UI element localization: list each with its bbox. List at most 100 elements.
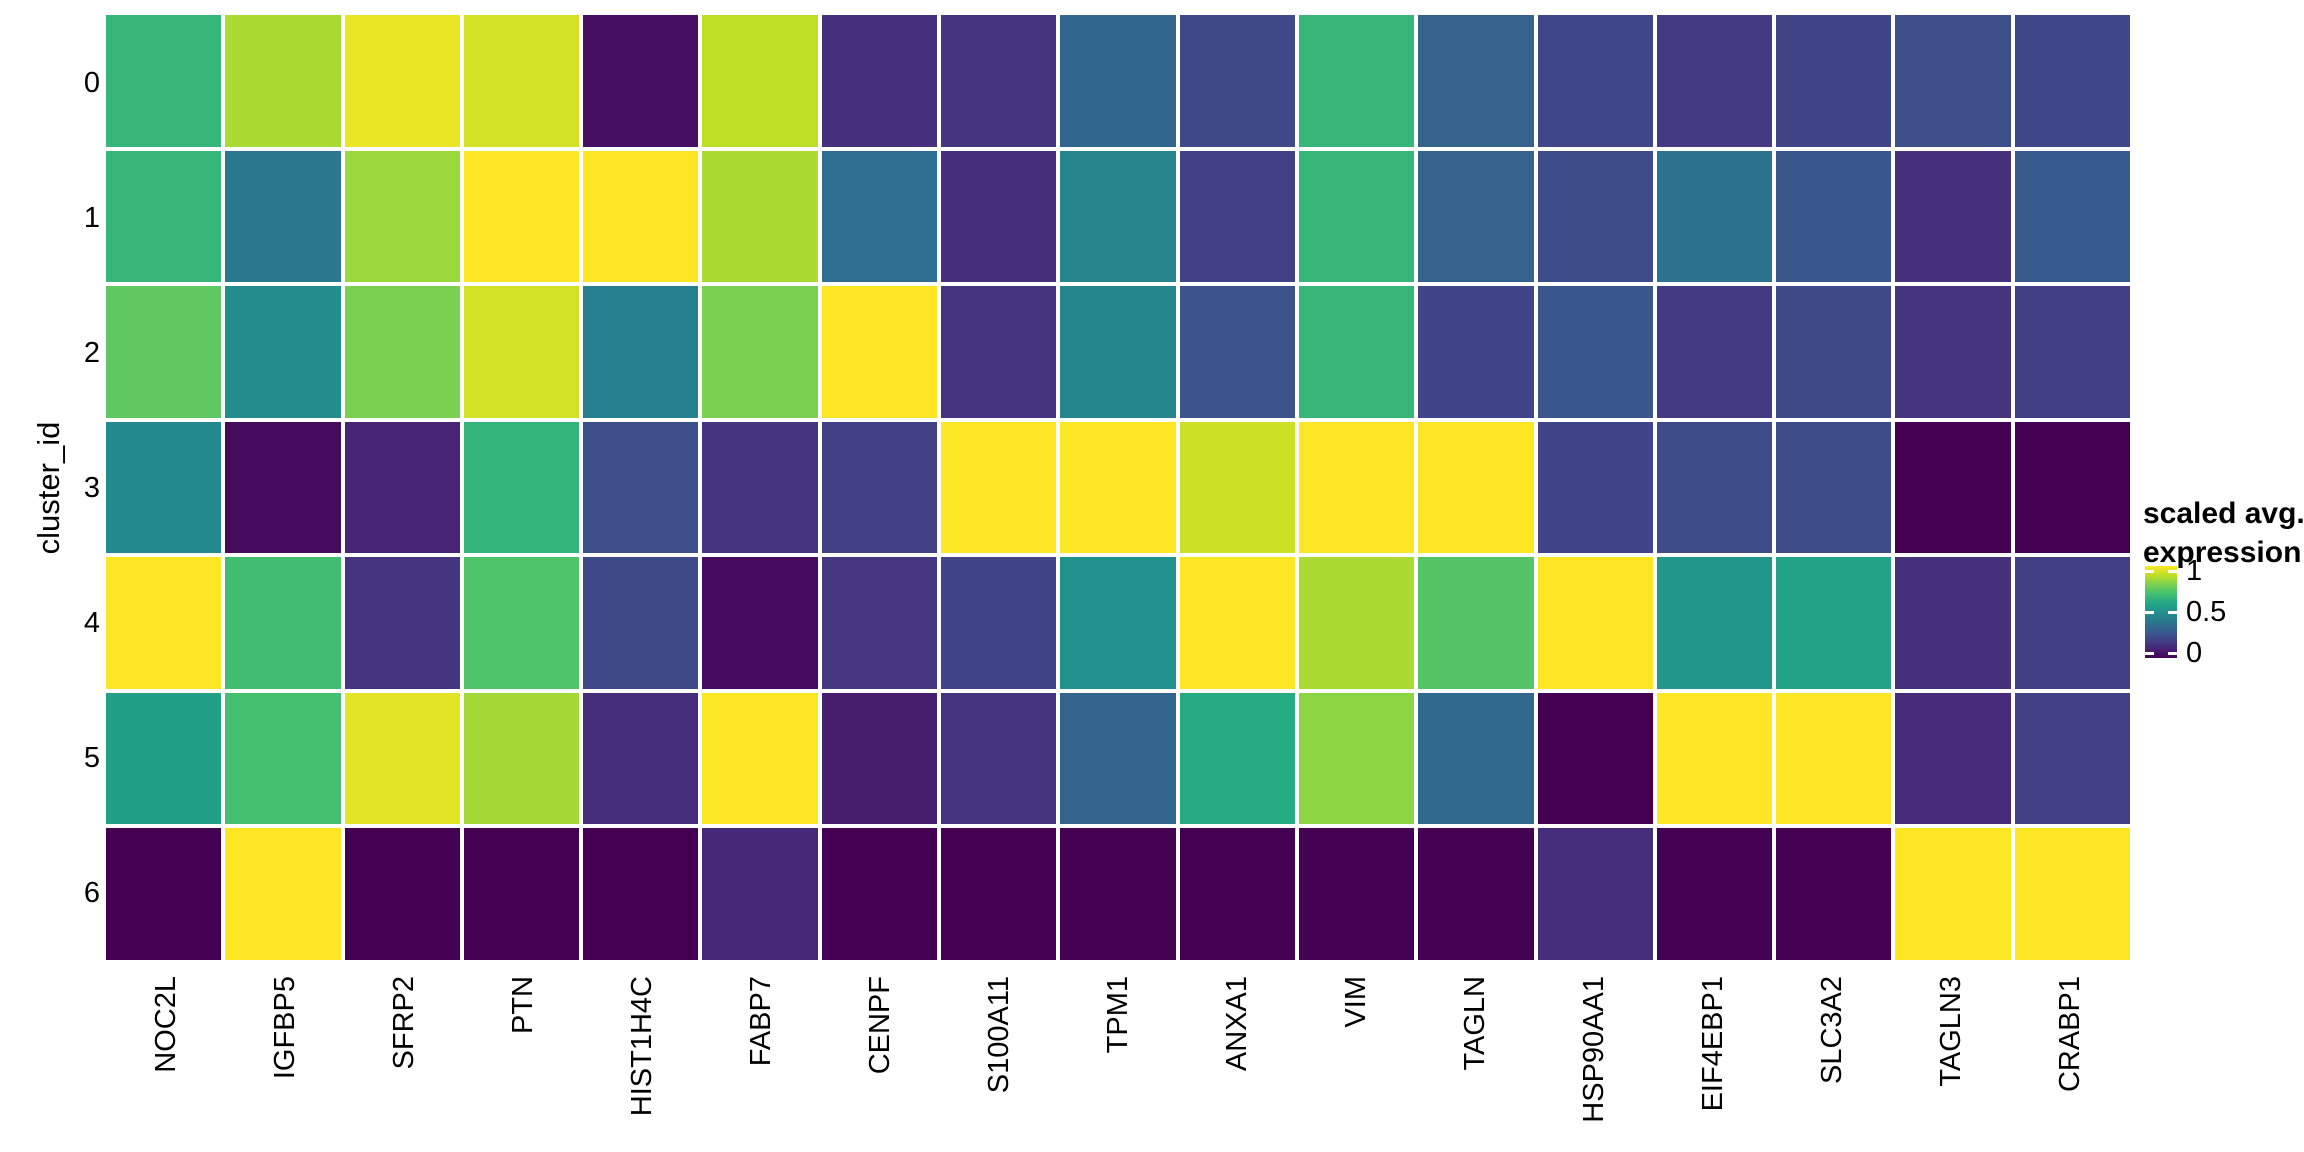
legend-tick-label: 0	[2186, 637, 2203, 669]
heatmap-cell	[1060, 557, 1176, 689]
heatmap-cell	[1776, 286, 1892, 418]
x-axis-label: VIM	[1340, 976, 1373, 1028]
heatmap-cell	[344, 692, 460, 825]
y-axis-label: 6	[83, 876, 100, 909]
heatmap-cell	[344, 286, 460, 418]
heatmap-cell	[463, 286, 580, 418]
heatmap-cell	[225, 150, 341, 283]
legend-tick-label: 1	[2186, 555, 2203, 587]
heatmap-cell	[1418, 286, 1534, 418]
heatmap-cell	[463, 692, 580, 825]
x-axis-label: IGFBP5	[268, 976, 301, 1080]
legend-title: scaled avg. expression	[2143, 494, 2304, 572]
heatmap-cell	[821, 421, 938, 554]
x-axis-label: CRABP1	[2054, 976, 2087, 1093]
heatmap-cell	[463, 150, 580, 283]
x-axis-label: EIF4EBP1	[1697, 976, 1730, 1112]
legend-title-line-1: scaled avg.	[2143, 497, 2304, 530]
heatmap-cell	[2014, 286, 2130, 418]
heatmap-cell	[1537, 421, 1653, 554]
heatmap-cell	[821, 150, 938, 283]
heatmap-cell	[225, 421, 341, 554]
heatmap-cell	[583, 421, 699, 554]
heatmap-cell	[1656, 286, 1773, 418]
heatmap-cell	[1776, 421, 1892, 554]
heatmap-cell	[106, 15, 222, 147]
heatmap-cell	[463, 828, 580, 960]
heatmap-cell	[1895, 15, 2011, 147]
heatmap-cell	[1298, 286, 1415, 418]
x-axis-label: HSP90AA1	[1578, 976, 1611, 1123]
heatmap-cell	[2014, 421, 2130, 554]
heatmap-cell	[1298, 692, 1415, 825]
heatmap-grid	[106, 15, 2130, 960]
heatmap-cell	[1776, 557, 1892, 689]
heatmap-cell	[1776, 828, 1892, 960]
heatmap-cell	[821, 286, 938, 418]
x-axis-label: S100A11	[982, 976, 1015, 1094]
heatmap-cell	[1537, 692, 1653, 825]
x-axis-label: PTN	[506, 976, 539, 1034]
x-axis-label: TAGLN	[1459, 976, 1492, 1071]
heatmap-cell	[702, 421, 818, 554]
legend-tick-mark	[2145, 569, 2154, 573]
heatmap-cell	[2014, 692, 2130, 825]
heatmap-cell	[1895, 286, 2011, 418]
heatmap-cell	[344, 557, 460, 689]
legend-tick-mark	[2145, 610, 2154, 614]
heatmap-cell	[225, 557, 341, 689]
heatmap-cell	[821, 828, 938, 960]
heatmap-cell	[821, 15, 938, 147]
heatmap-cell	[225, 828, 341, 960]
heatmap-cell	[1179, 828, 1295, 960]
heatmap-cell	[702, 557, 818, 689]
heatmap-cell	[106, 150, 222, 283]
heatmap-cell	[463, 557, 580, 689]
y-axis-label: 3	[83, 471, 100, 504]
legend-tick-mark	[2168, 651, 2177, 655]
y-axis-label: 0	[83, 66, 100, 99]
heatmap-cell	[941, 692, 1057, 825]
heatmap-cell	[344, 421, 460, 554]
heatmap-cell	[225, 692, 341, 825]
heatmap-cell	[1060, 286, 1176, 418]
heatmap-cell	[1298, 828, 1415, 960]
heatmap-cell	[1537, 150, 1653, 283]
heatmap-cell	[1895, 421, 2011, 554]
heatmap-cell	[106, 421, 222, 554]
heatmap-cell	[583, 557, 699, 689]
heatmap-cell	[1656, 150, 1773, 283]
heatmap-cell	[941, 557, 1057, 689]
heatmap-cell	[1179, 421, 1295, 554]
heatmap-cell	[821, 557, 938, 689]
y-axis-label: 5	[83, 741, 100, 774]
legend-tick-mark	[2145, 651, 2154, 655]
heatmap-cell	[1656, 692, 1773, 825]
heatmap-cell	[941, 828, 1057, 960]
x-axis-label: TPM1	[1102, 976, 1134, 1054]
heatmap-cell	[1418, 150, 1534, 283]
heatmap-cell	[702, 15, 818, 147]
heatmap-cell	[1179, 692, 1295, 825]
heatmap-cell	[1060, 421, 1176, 554]
heatmap-cell	[463, 15, 580, 147]
heatmap-cell	[1060, 692, 1176, 825]
heatmap-cell	[1776, 15, 1892, 147]
heatmap-cell	[106, 557, 222, 689]
heatmap-cell	[1060, 15, 1176, 147]
heatmap-cell	[583, 150, 699, 283]
heatmap-cell	[1179, 557, 1295, 689]
heatmap-cell	[225, 15, 341, 147]
x-axis-label: FABP7	[744, 976, 777, 1067]
y-axis-label: 4	[83, 606, 100, 639]
heatmap-cell	[1418, 828, 1534, 960]
heatmap-cell	[2014, 828, 2130, 960]
heatmap-cell	[1418, 557, 1534, 689]
heatmap-cell	[463, 421, 580, 554]
heatmap-cell	[1656, 828, 1773, 960]
x-axis-label: HIST1H4C	[625, 976, 658, 1117]
heatmap-cell	[1298, 421, 1415, 554]
x-axis-label: SFRP2	[387, 976, 420, 1070]
x-axis-label: NOC2L	[149, 976, 182, 1073]
